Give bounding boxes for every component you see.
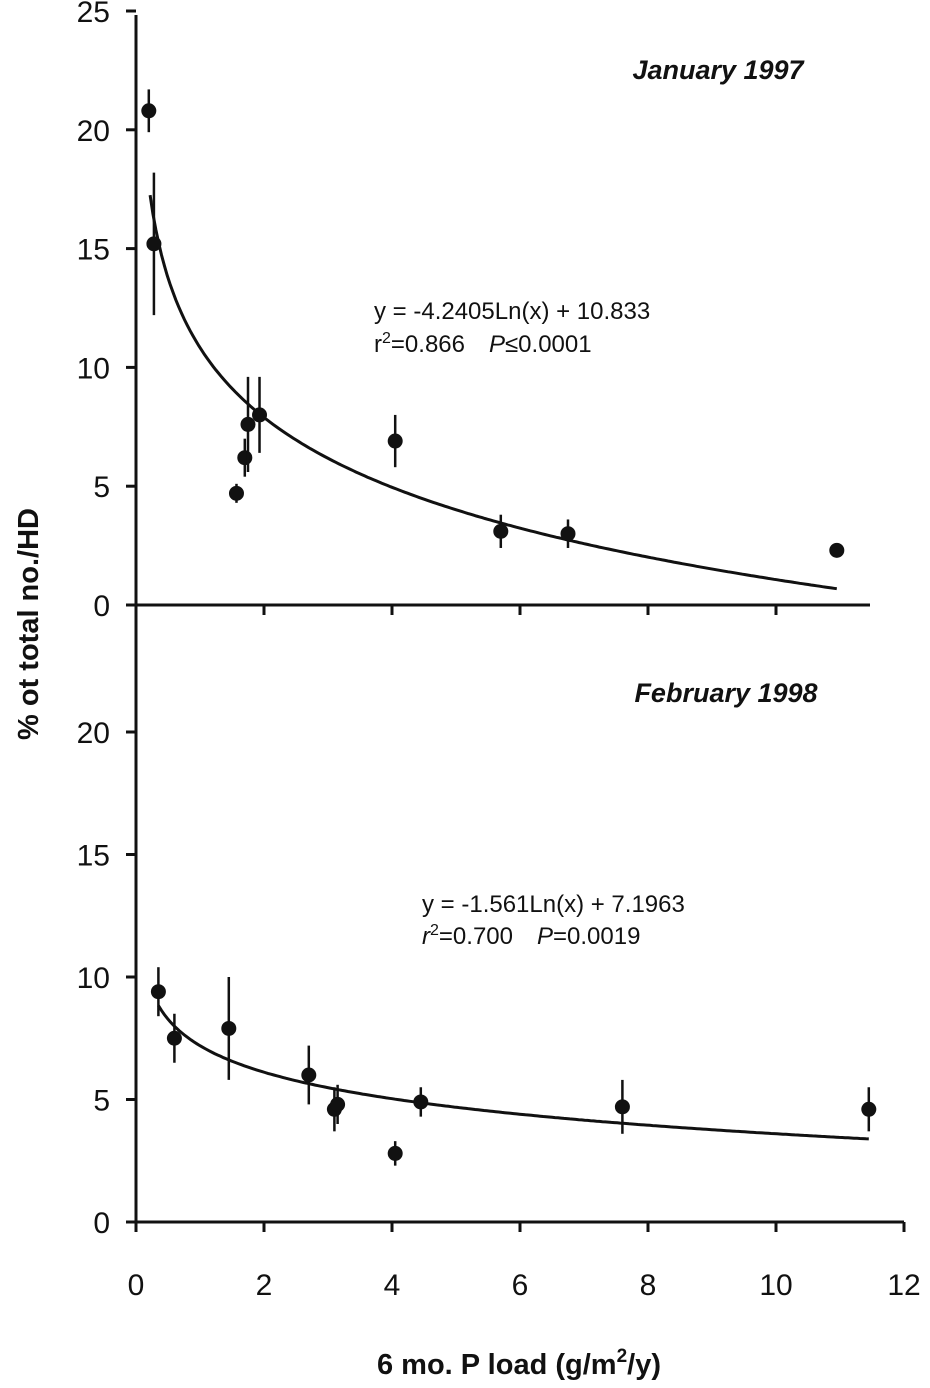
panel-1-r-value: =0.866 xyxy=(391,331,465,358)
panel-2-y-tick-label: 20 xyxy=(77,717,110,750)
x-tick-label: 8 xyxy=(640,1269,657,1302)
panel-2-title: February 1998 xyxy=(634,678,817,708)
panel-1-p-label: P xyxy=(489,331,505,358)
x-tick-label: 10 xyxy=(759,1269,792,1302)
panel-2-data-point xyxy=(861,1101,877,1117)
panel-2-data-point xyxy=(166,1030,182,1046)
x-tick-label: 12 xyxy=(887,1269,920,1302)
panel-1-data-point xyxy=(252,407,268,423)
x-axis-title-tail: /y) xyxy=(627,1349,661,1381)
panel-2-r-value: =0.700 xyxy=(439,923,513,950)
x-tick-label: 0 xyxy=(128,1269,145,1302)
panel-1-data-point xyxy=(493,523,509,539)
panel-2-data-point xyxy=(150,984,166,1000)
panel-2-data-point xyxy=(413,1094,429,1110)
panel-2-equation: y = -1.561Ln(x) + 7.1963 xyxy=(422,891,685,918)
panel-2-data-point xyxy=(387,1145,403,1161)
panel-1-data-point xyxy=(237,450,253,466)
panel-2-p-value: =0.0019 xyxy=(553,923,640,950)
x-axis-title: 6 mo. P load (g/m2/y) xyxy=(377,1346,661,1381)
x-axis-title-main: 6 mo. P load (g/m xyxy=(377,1349,617,1381)
panel-1-y-tick-label: 0 xyxy=(93,590,110,623)
panel-1-title: January 1997 xyxy=(632,55,805,85)
panel-1-y-tick-label: 15 xyxy=(77,234,110,267)
panel-1-data-point xyxy=(141,103,157,119)
panel-1-p-value: ≤0.0001 xyxy=(505,331,592,358)
panel-1-y-tick-label: 5 xyxy=(93,471,110,504)
panel-2-data-point xyxy=(301,1067,317,1083)
panel-2-y-tick-label: 0 xyxy=(93,1207,110,1240)
data-points-layer xyxy=(141,89,877,1166)
panel-2-data-point xyxy=(330,1096,346,1112)
panel-1-data-point xyxy=(560,526,576,542)
panel-1-data-point xyxy=(829,542,845,558)
panel-1-equation: y = -4.2405Ln(x) + 10.833 xyxy=(374,298,650,325)
axes-layer: 0 5 10 15 20 25 0 5 10 15 20 0 2 4 6 8 10 12 xyxy=(77,0,921,1302)
panel-2-y-tick-label: 5 xyxy=(93,1085,110,1118)
panel-2-fit-curve xyxy=(157,1004,869,1141)
panel-1-y-tick-label: 10 xyxy=(77,352,110,385)
y-axis-title: % ot total no./HD xyxy=(13,508,45,740)
panel-1-data-point xyxy=(387,433,403,449)
panel-1-y-tick-label: 25 xyxy=(77,0,110,29)
panel-1-y-tick-label: 20 xyxy=(77,115,110,148)
panel-2-r-superscript: 2 xyxy=(430,922,439,939)
panel-2-stats: r2=0.700 P=0.0019 xyxy=(422,922,640,950)
x-tick-label: 6 xyxy=(512,1269,529,1302)
x-tick-label: 4 xyxy=(384,1269,401,1302)
panel-2-data-point xyxy=(614,1099,630,1115)
x-tick-label: 2 xyxy=(256,1269,273,1302)
x-axis-title-superscript: 2 xyxy=(617,1346,628,1367)
panel-1-r-label: r xyxy=(374,331,382,358)
panel-2-y-tick-label: 15 xyxy=(77,840,110,873)
panel-1-fit-curve xyxy=(148,194,838,591)
panel-1-data-point xyxy=(240,416,256,432)
panel-2-r-label: r xyxy=(422,923,431,950)
panel-1-r-superscript: 2 xyxy=(382,330,391,347)
panel-1-data-point xyxy=(228,485,244,501)
panel-1-data-point xyxy=(146,236,162,252)
panel-2-data-point xyxy=(221,1020,237,1036)
panel-2-p-label: P xyxy=(537,923,553,950)
panel-1-stats: r2=0.866 P≤0.0001 xyxy=(374,330,592,358)
panel-2-y-tick-label: 10 xyxy=(77,962,110,995)
